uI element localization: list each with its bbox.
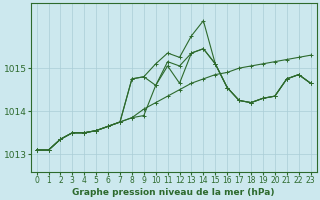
X-axis label: Graphe pression niveau de la mer (hPa): Graphe pression niveau de la mer (hPa) bbox=[72, 188, 275, 197]
